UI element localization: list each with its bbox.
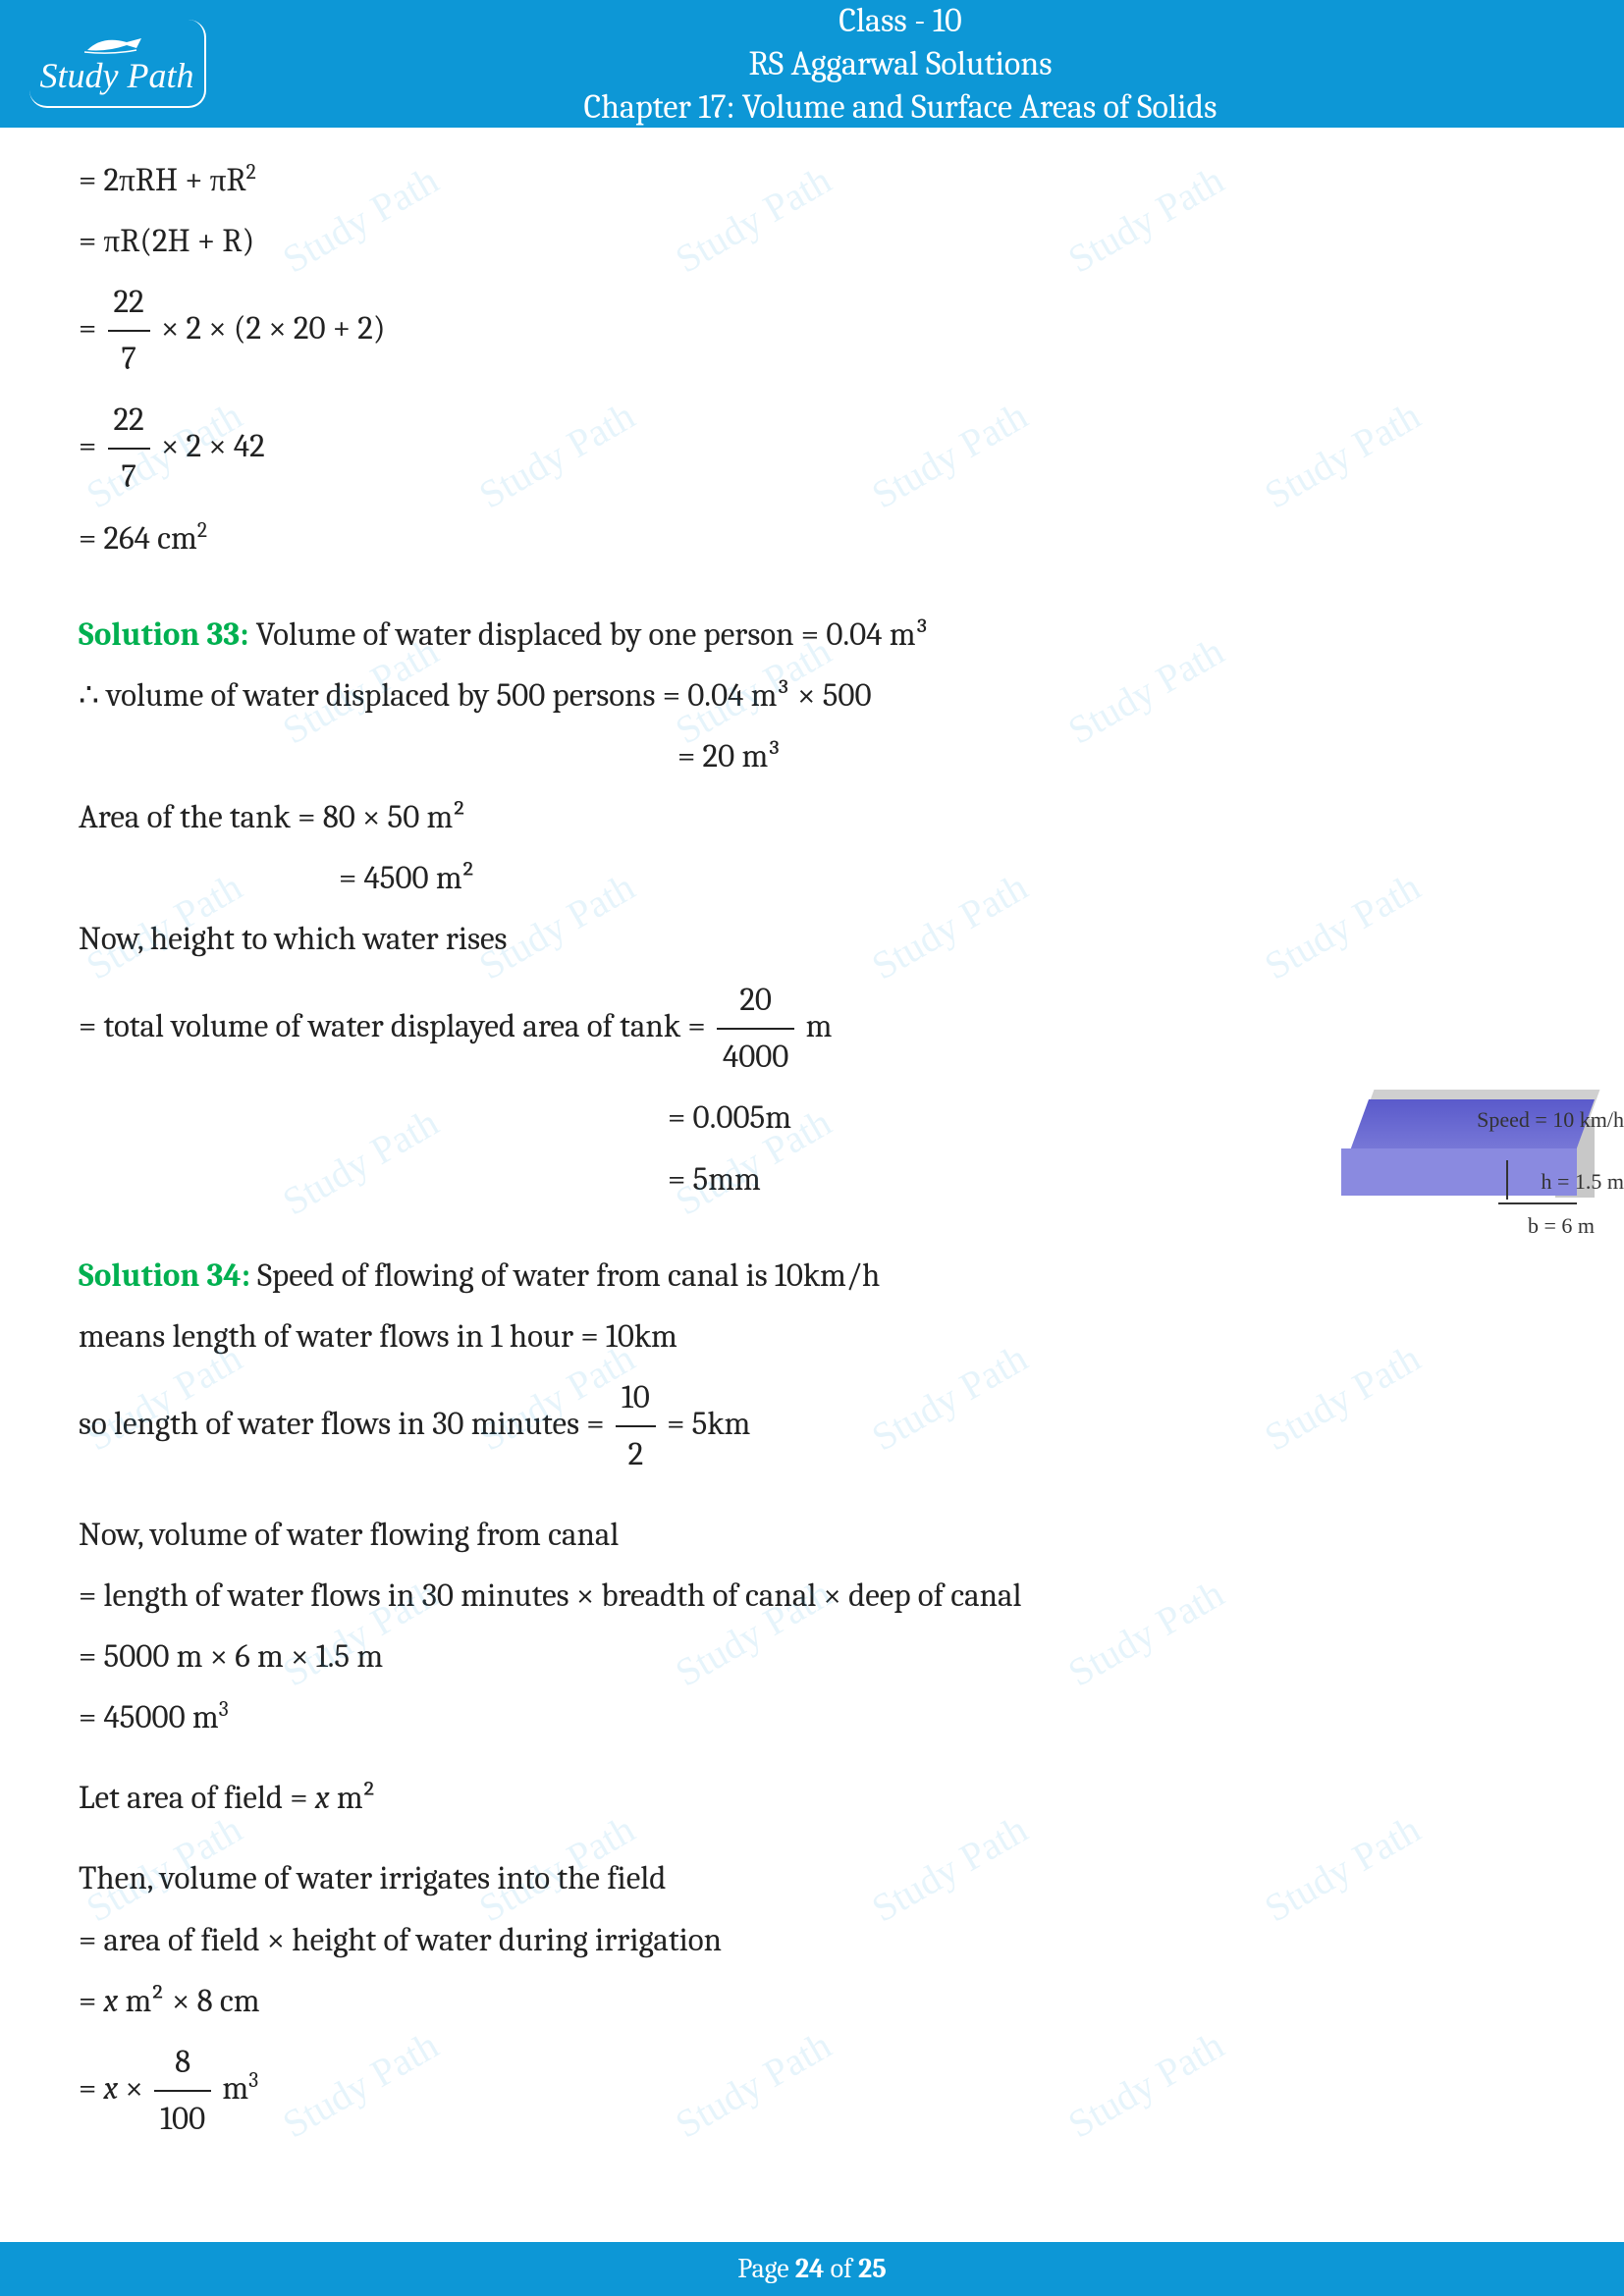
solution-label: Solution 34: — [79, 1257, 250, 1295]
arrow-breadth — [1498, 1202, 1577, 1204]
sup: 3 — [219, 1698, 229, 1722]
text: = 45000 m — [79, 1699, 219, 1736]
page-content: Study Path Study Path Study Path Study P… — [0, 128, 1624, 2209]
header-book: RS Aggarwal Solutions — [206, 42, 1595, 85]
sol33-l3a: Area of the tank = 80 × 50 m² — [79, 790, 1545, 845]
header-class: Class - 10 — [206, 0, 1595, 42]
sol34-l6: = 5000 m × 6 m × 1.5 m — [79, 1629, 1545, 1684]
logo-text: Study Path — [40, 55, 194, 96]
footer-page-total: 25 — [858, 2253, 887, 2284]
sol34-l3: so length of water flows in 30 minutes =… — [79, 1370, 1545, 1482]
sol34-l5: = length of water flows in 30 minutes × … — [79, 1569, 1545, 1624]
sol32-l3: = 227 × 2 × (2 × 20 + 2) — [79, 275, 1545, 387]
fraction: 102 — [616, 1370, 656, 1482]
numerator: 20 — [717, 973, 794, 1030]
sol34-l10: = area of field × height of water during… — [79, 1913, 1545, 1968]
sol33-l4: Now, height to which water rises — [79, 912, 1545, 967]
text: = — [79, 428, 104, 465]
text: × — [118, 2070, 150, 2108]
diagram-height-label: h = 1.5 m — [1541, 1163, 1624, 1200]
denominator: 100 — [154, 2092, 211, 2147]
var: x — [104, 2070, 119, 2108]
footer-mid: of — [824, 2253, 858, 2284]
diagram-breadth-label: b = 6 m — [1528, 1207, 1595, 1244]
sol33-l2b: = 20 m³ — [79, 729, 1545, 784]
sol34-l12: = x × 8100 m3 — [79, 2035, 1545, 2147]
sol34-l1: Solution 34: Speed of flowing of water f… — [79, 1249, 1545, 1304]
text: m² — [330, 1780, 377, 1817]
sol33-l7: = 5mm — [79, 1152, 1545, 1207]
denominator: 4000 — [717, 1030, 794, 1085]
denominator: 2 — [616, 1427, 656, 1482]
logo: Study Path — [29, 20, 206, 108]
text: = — [79, 2070, 104, 2108]
sol32-l2: = πR(2H + R) — [79, 214, 1545, 269]
sol33-l6: = 0.005m — [79, 1091, 1545, 1146]
denominator: 7 — [108, 332, 150, 387]
text: = — [79, 1983, 104, 2020]
diagram-speed-label: Speed = 10 km/h — [1477, 1101, 1624, 1138]
text: = — [79, 310, 104, 347]
sol33-l5: = total volume of water displayed area o… — [79, 973, 1545, 1085]
sup: 2 — [246, 161, 256, 185]
sol34-l7: = 45000 m3 — [79, 1690, 1545, 1745]
sol33-l2a: ∴ volume of water displaced by 500 perso… — [79, 668, 1545, 723]
var: x — [104, 1983, 119, 2020]
header-chapter: Chapter 17: Volume and Surface Areas of … — [206, 85, 1595, 129]
sol34-l8: Let area of field = x m² — [79, 1771, 1545, 1826]
page-footer: Page 24 of 25 — [0, 2242, 1624, 2296]
page-header: Study Path Class - 10 RS Aggarwal Soluti… — [0, 0, 1624, 128]
sup: 2 — [197, 519, 207, 543]
header-titles: Class - 10 RS Aggarwal Solutions Chapter… — [206, 0, 1595, 129]
numerator: 10 — [616, 1370, 656, 1427]
fraction: 8100 — [154, 2035, 211, 2147]
text: = 264 cm — [79, 520, 197, 558]
numerator: 22 — [108, 393, 150, 450]
text: × 2 × (2 × 20 + 2) — [161, 310, 386, 347]
sol32-l1: = 2πRH + πR2 — [79, 153, 1545, 208]
sol33-l1: Solution 33: Volume of water displaced b… — [79, 608, 1545, 663]
fraction: 204000 — [717, 973, 794, 1085]
sol34-l4: Now, volume of water flowing from canal — [79, 1508, 1545, 1563]
sol34-l2: means length of water flows in 1 hour = … — [79, 1309, 1545, 1364]
text: m — [806, 1008, 833, 1045]
text: Volume of water displaced by one person … — [248, 616, 929, 654]
arrow-height — [1506, 1160, 1508, 1200]
pen-icon — [82, 30, 151, 55]
denominator: 7 — [108, 450, 150, 505]
text: Let area of field = — [79, 1780, 315, 1817]
sol32-l5: = 264 cm2 — [79, 511, 1545, 566]
text: so length of water flows in 30 minutes = — [79, 1406, 612, 1443]
sol32-l4: = 227 × 2 × 42 — [79, 393, 1545, 505]
footer-pre: Page — [737, 2253, 795, 2284]
text: = 5km — [667, 1406, 750, 1443]
numerator: 8 — [154, 2035, 211, 2092]
numerator: 22 — [108, 275, 150, 332]
text: Speed of flowing of water from canal is … — [250, 1257, 880, 1295]
sol34-l9: Then, volume of water irrigates into the… — [79, 1851, 1545, 1906]
var: x — [315, 1780, 330, 1817]
text: m² × 8 cm — [118, 1983, 259, 2020]
sup: 3 — [248, 2069, 258, 2093]
sol33-l3b: = 4500 m² — [79, 851, 1545, 906]
solution-label: Solution 33: — [79, 616, 248, 654]
text: × 2 × 42 — [161, 428, 265, 465]
footer-page-current: 24 — [795, 2253, 825, 2284]
sol34-l11: = x m² × 8 cm — [79, 1974, 1545, 2029]
text: m — [222, 2070, 248, 2108]
fraction: 227 — [108, 275, 150, 387]
canal-diagram: Speed = 10 km/h h = 1.5 m b = 6 m — [1359, 1070, 1614, 1237]
fraction: 227 — [108, 393, 150, 505]
text: = 2πRH + πR — [79, 162, 246, 199]
text: = total volume of water displayed area o… — [79, 1008, 713, 1045]
